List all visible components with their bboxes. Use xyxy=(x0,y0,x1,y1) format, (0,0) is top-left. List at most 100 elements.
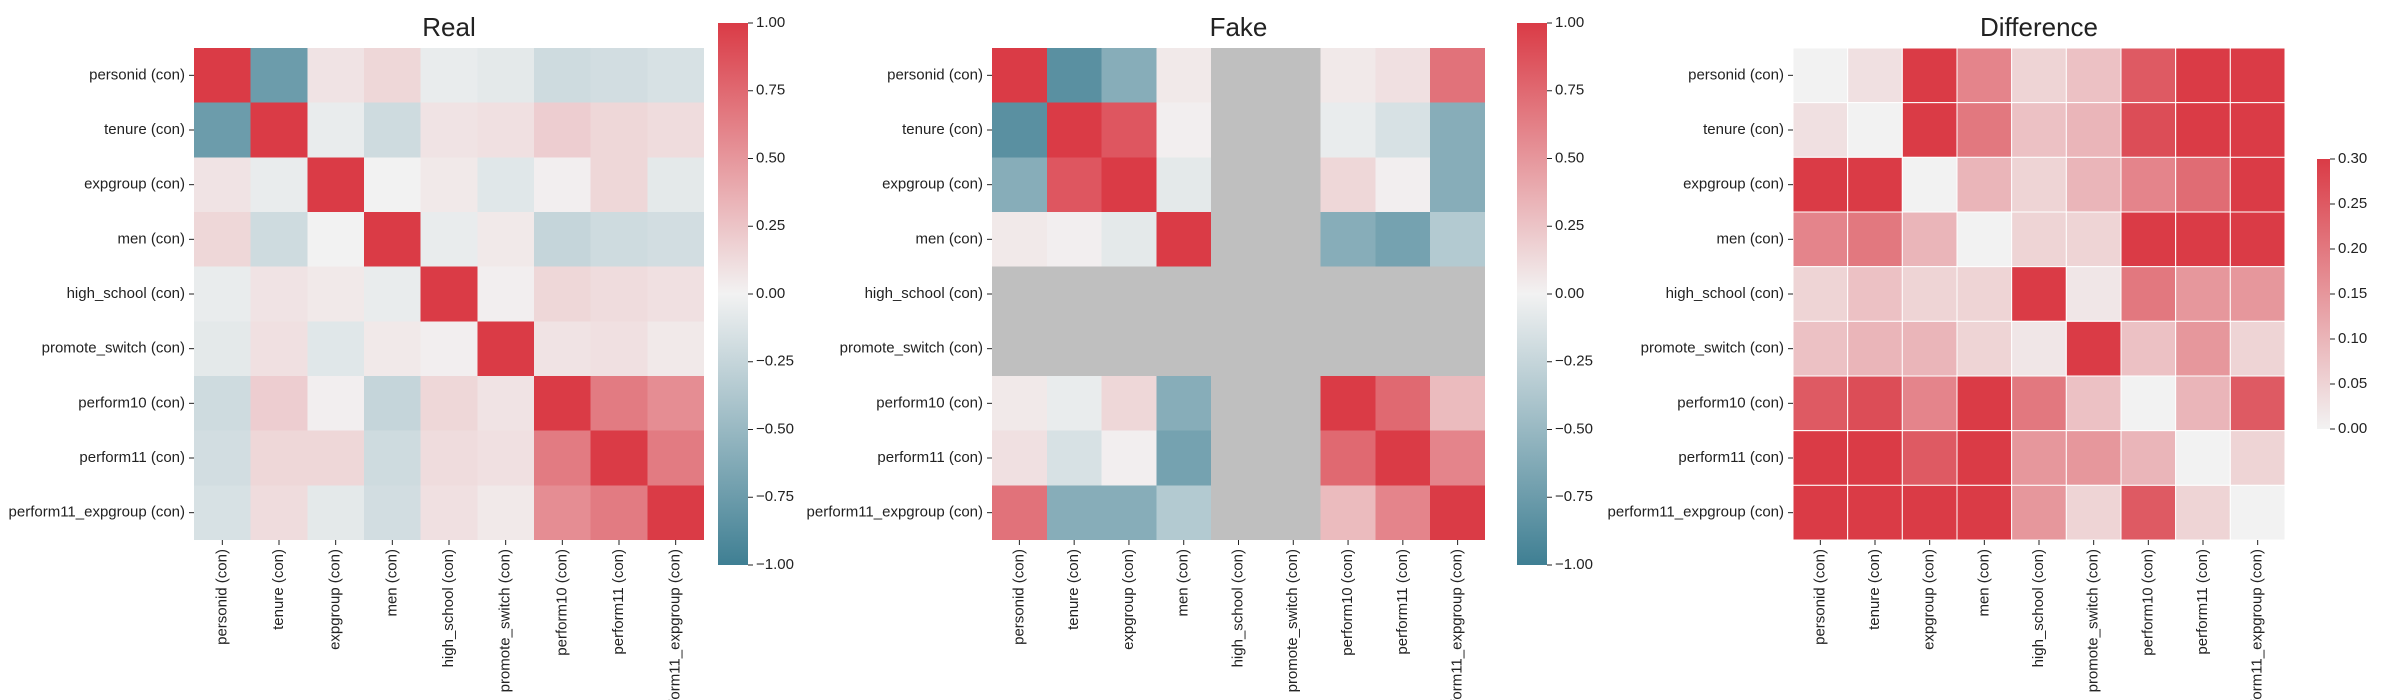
heatmap-cell xyxy=(1101,376,1157,431)
missing-cell xyxy=(1156,266,1212,322)
heatmap-cell xyxy=(2065,156,2122,213)
heatmap-cell xyxy=(2175,47,2231,104)
heatmap-cell xyxy=(194,376,251,431)
missing-cell xyxy=(1265,212,1321,267)
heatmap-cell xyxy=(420,212,478,267)
heatmap-cell xyxy=(1375,48,1431,103)
heatmap-cell xyxy=(1792,320,1849,377)
heatmap-cell xyxy=(2011,47,2067,104)
heatmap-cell xyxy=(364,485,421,540)
x-tick-label: men (con) xyxy=(383,549,400,617)
heatmap-cell xyxy=(420,430,478,486)
chart-title: Difference xyxy=(1980,12,2098,42)
heatmap-cell xyxy=(534,48,591,103)
y-tick-label: promote_switch (con) xyxy=(840,340,983,357)
heatmap-cell xyxy=(364,430,421,486)
heatmap-cell xyxy=(647,102,704,158)
heatmap-cell xyxy=(590,376,648,431)
missing-cell xyxy=(1265,48,1321,103)
heatmap-cell xyxy=(590,102,648,158)
heatmap-cell xyxy=(2011,156,2067,213)
heatmap-cell xyxy=(1101,102,1157,158)
missing-cell xyxy=(1046,266,1102,322)
colorbar-tick-label: 0.00 xyxy=(756,285,785,302)
colorbar-tick-label: −0.25 xyxy=(756,353,794,370)
colorbar-tick-label: 1.00 xyxy=(756,14,785,31)
heatmap-cell xyxy=(2065,102,2122,158)
heatmap-cell xyxy=(1156,212,1212,267)
heatmap-cell xyxy=(307,212,364,267)
heatmap-cell xyxy=(1101,48,1157,103)
missing-cell xyxy=(1211,266,1266,322)
heatmap-cell xyxy=(534,430,591,486)
heatmap-cell xyxy=(307,485,364,540)
heatmap-cell xyxy=(364,48,421,103)
heatmap-cell xyxy=(2120,266,2177,322)
missing-cell xyxy=(1320,266,1376,322)
missing-cell xyxy=(1211,102,1266,158)
heatmap-cell xyxy=(2065,375,2122,432)
heatmap-cell xyxy=(364,376,421,431)
heatmap-cell xyxy=(1792,102,1849,158)
x-tick-label: perform10 (con) xyxy=(553,549,570,656)
heatmap-cell xyxy=(534,376,591,431)
y-tick-label: tenure (con) xyxy=(1703,121,1784,138)
heatmap-cell xyxy=(1901,47,1958,104)
missing-cell xyxy=(992,321,1047,376)
heatmap-cell xyxy=(364,266,421,322)
heatmap-cell xyxy=(250,321,308,376)
heatmap-cell xyxy=(420,376,478,431)
heatmap-cell xyxy=(2175,211,2231,268)
heatmap-cell xyxy=(1956,375,2013,432)
heatmap-cell xyxy=(647,157,704,212)
heatmap-cell xyxy=(1156,430,1212,486)
heatmap-cell xyxy=(364,212,421,267)
heatmap-cell xyxy=(1101,212,1157,267)
heatmap-cell xyxy=(590,48,648,103)
x-tick-label: high_school (con) xyxy=(2030,549,2047,667)
heatmap-cell xyxy=(647,266,704,322)
colorbar-tick-label: 0.50 xyxy=(1555,149,1584,166)
heatmap-cell xyxy=(2229,47,2286,104)
heatmap-cell xyxy=(1046,102,1102,158)
heatmap-cell xyxy=(1320,212,1376,267)
heatmap-cell xyxy=(1956,484,2013,541)
heatmap-cell xyxy=(992,212,1047,267)
colorbar-tick-label: 0.30 xyxy=(2338,150,2367,167)
heatmap-cell xyxy=(1430,430,1485,486)
heatmap-cell xyxy=(2065,211,2122,268)
colorbar-tick-label: 1.00 xyxy=(1555,14,1584,31)
heatmap-cell xyxy=(1792,484,1849,541)
heatmap-cell xyxy=(2175,430,2231,486)
heatmap-cell xyxy=(2229,211,2286,268)
heatmap-cell xyxy=(1320,430,1376,486)
heatmap-cell xyxy=(1046,430,1102,486)
colorbar-tick-label: 0.00 xyxy=(1555,285,1584,302)
chart-title: Fake xyxy=(1210,12,1268,42)
missing-cell xyxy=(1046,321,1102,376)
heatmap-cell xyxy=(647,430,704,486)
x-tick-label: tenure (con) xyxy=(1866,549,1883,630)
heatmap-cell xyxy=(1046,212,1102,267)
x-tick-label: men (con) xyxy=(1175,549,1192,617)
y-tick-label: perform10 (con) xyxy=(1677,394,1784,411)
missing-cell xyxy=(1211,212,1266,267)
heatmap-cell xyxy=(1901,320,1958,377)
heatmap-cell xyxy=(307,321,364,376)
heatmap-cell xyxy=(194,157,251,212)
heatmap-cell xyxy=(2065,430,2122,486)
x-tick-label: expgroup (con) xyxy=(327,549,344,650)
y-tick-label: personid (con) xyxy=(887,66,983,83)
colorbar-tick-label: 0.50 xyxy=(756,149,785,166)
heatmap-cell xyxy=(1847,375,1903,432)
missing-cell xyxy=(1211,430,1266,486)
heatmap-cell xyxy=(2175,484,2231,541)
heatmap-cell xyxy=(1792,430,1849,486)
heatmap-cell xyxy=(1375,485,1431,540)
heatmap-cell xyxy=(2120,320,2177,377)
y-tick-label: expgroup (con) xyxy=(1683,176,1784,193)
missing-cell xyxy=(1430,266,1485,322)
heatmap-cell xyxy=(1046,157,1102,212)
missing-cell xyxy=(1265,102,1321,158)
